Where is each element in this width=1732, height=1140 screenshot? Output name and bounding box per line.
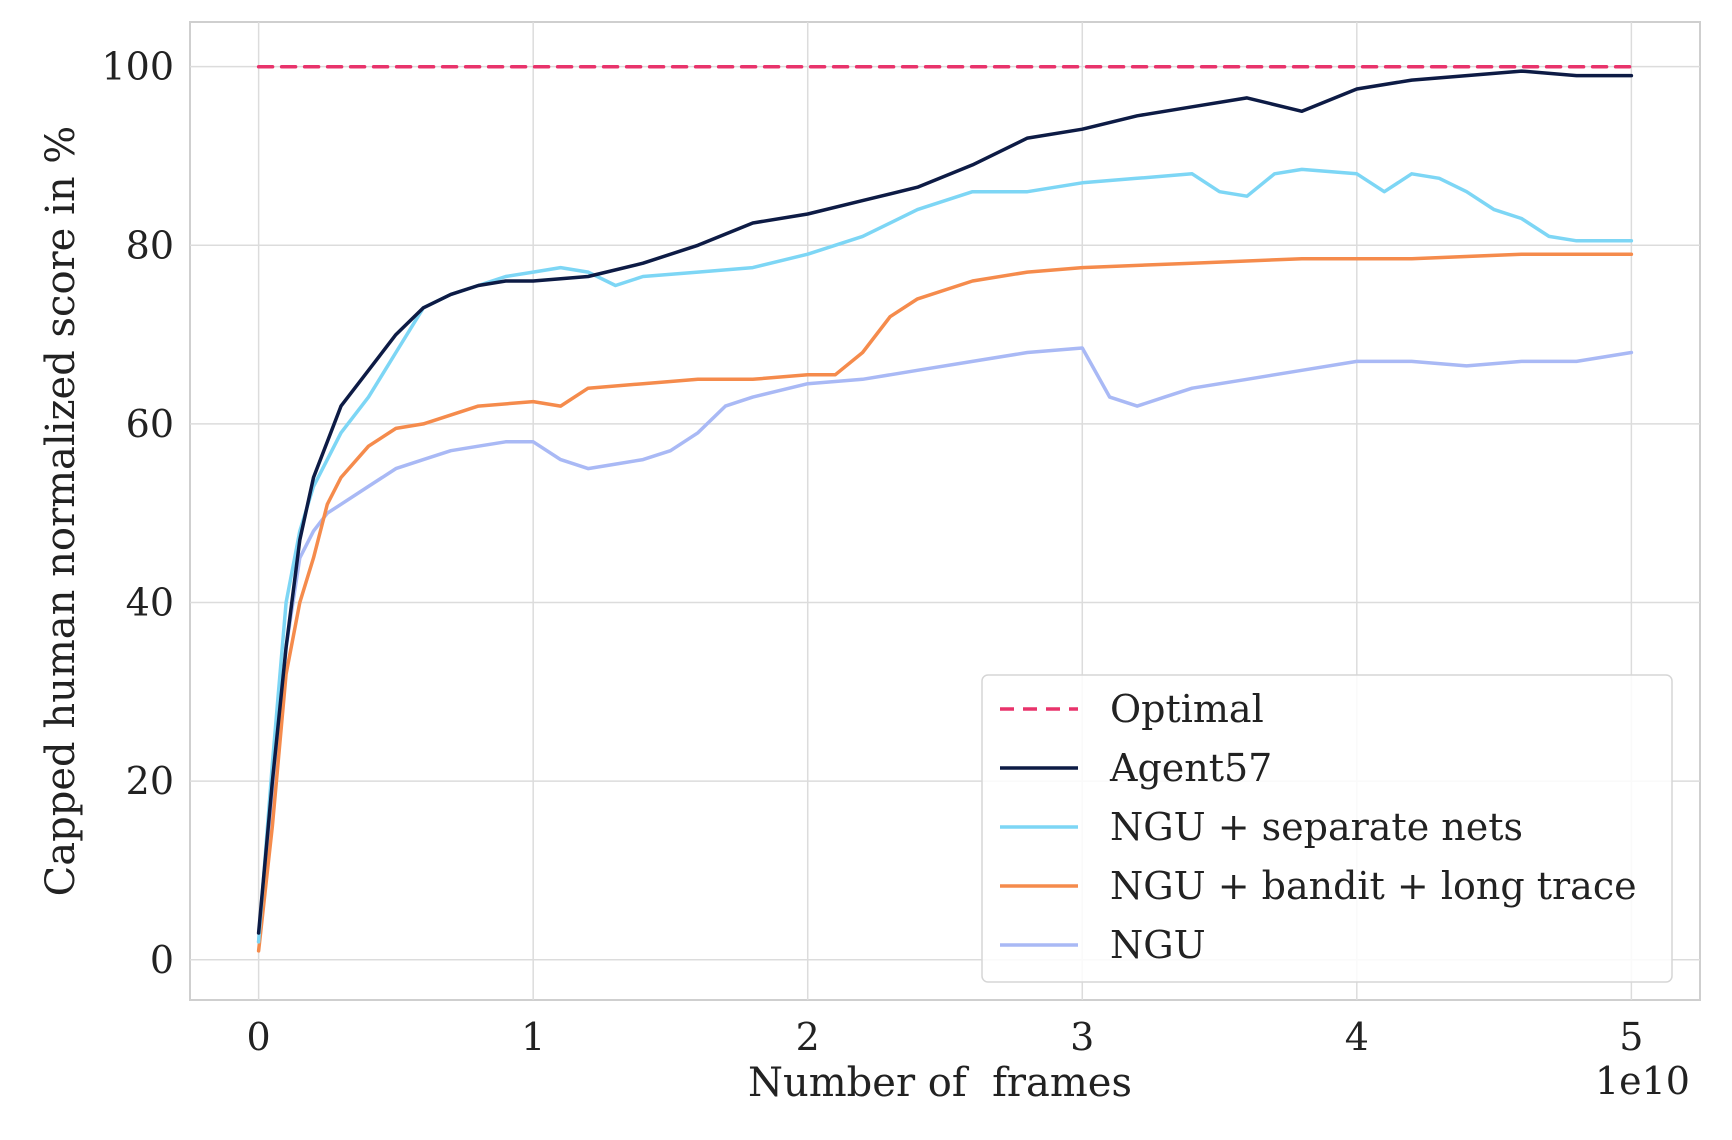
y-tick-label: 20 <box>126 759 174 803</box>
legend-label: NGU <box>1110 923 1206 967</box>
y-tick-label: 60 <box>126 402 174 446</box>
x-tick-label: 4 <box>1345 1015 1369 1059</box>
legend-label: NGU + separate nets <box>1110 805 1523 849</box>
y-tick-label: 40 <box>126 581 174 625</box>
x-tick-label: 5 <box>1619 1015 1643 1059</box>
x-tick-label: 1 <box>521 1015 545 1059</box>
series-line-ngu-separate-nets <box>256 167 1634 944</box>
x-tick-label: 0 <box>247 1015 271 1059</box>
legend-label: Agent57 <box>1109 746 1272 790</box>
y-axis-title: Capped human normalized score in % <box>38 126 84 897</box>
x-tick-label: 2 <box>796 1015 820 1059</box>
series-line-agent57 <box>256 69 1634 935</box>
series-line-ngu <box>256 346 1634 944</box>
x-tick-label: 3 <box>1070 1015 1094 1059</box>
x-tick-labels: 0 1 2 3 4 5 <box>247 1015 1644 1059</box>
y-tick-labels: 0 20 40 60 80 100 <box>101 45 174 982</box>
legend-label: NGU + bandit + long trace <box>1110 864 1637 908</box>
legend-box <box>981 674 1673 983</box>
series-line-ngu-bandit-long-trace <box>256 252 1634 953</box>
x-axis-title: Number of frames <box>748 1060 1132 1106</box>
legend: Optimal Agent57 NGU + separate nets NGU + b… <box>981 674 1673 983</box>
y-tick-label: 0 <box>150 938 174 982</box>
y-tick-label: 80 <box>126 223 174 267</box>
y-tick-label: 100 <box>101 45 174 89</box>
x-offset-label: 1e10 <box>1595 1059 1690 1103</box>
series-lines <box>256 64 1634 953</box>
legend-label: Optimal <box>1110 687 1264 731</box>
